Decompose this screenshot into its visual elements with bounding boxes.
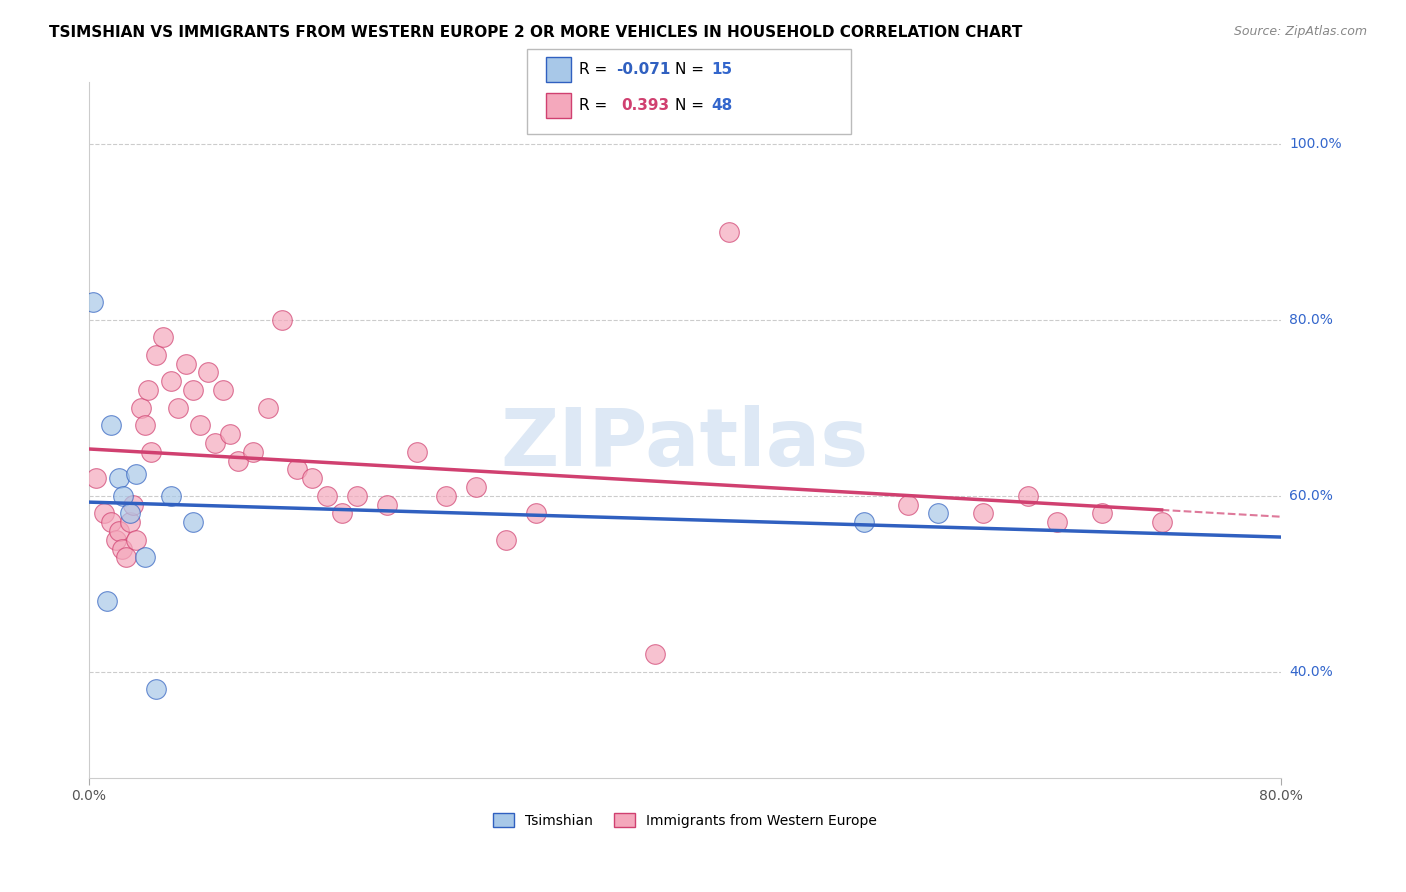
Point (84, 471, 107, 485)
Point (972, 507, 994, 521)
Point (434, 489, 457, 503)
Text: 80.0%: 80.0% (1289, 313, 1333, 326)
Point (120, 515, 142, 529)
Point (167, 401, 190, 415)
Point (100, 515, 122, 529)
Text: R =: R = (579, 62, 613, 78)
Text: 60.0%: 60.0% (1289, 489, 1333, 503)
Point (110, 541, 132, 556)
Legend: Tsimshian, Immigrants from Western Europe: Tsimshian, Immigrants from Western Europ… (488, 807, 882, 833)
Text: ZIPatlas: ZIPatlas (501, 405, 869, 483)
Point (256, 401, 278, 415)
Point (174, 357, 197, 371)
Point (93, 507, 115, 521)
Point (107, 471, 129, 485)
Text: N =: N = (675, 62, 709, 78)
Point (524, 507, 547, 521)
Point (219, 427, 242, 442)
Point (242, 444, 264, 458)
Point (346, 489, 368, 503)
Text: 0.393: 0.393 (621, 98, 669, 113)
Point (1091, 507, 1114, 521)
Text: 40.0%: 40.0% (1289, 665, 1333, 679)
Point (330, 507, 353, 521)
Point (159, 489, 181, 503)
Point (104, 533, 127, 547)
Text: Source: ZipAtlas.com: Source: ZipAtlas.com (1233, 25, 1367, 38)
Point (181, 515, 204, 529)
Point (190, 418, 212, 433)
Text: 48: 48 (711, 98, 733, 113)
Point (375, 498, 398, 512)
Point (211, 383, 233, 397)
Point (405, 444, 427, 458)
Point (226, 453, 249, 467)
Point (141, 444, 163, 458)
Point (82, 295, 104, 310)
Point (465, 480, 488, 494)
Point (145, 348, 167, 362)
Point (159, 374, 181, 388)
Point (204, 436, 226, 450)
Point (495, 533, 517, 547)
Point (718, 225, 741, 239)
Point (644, 647, 666, 661)
Point (285, 462, 308, 476)
Point (152, 330, 174, 344)
Text: 15: 15 (711, 62, 733, 78)
Point (897, 498, 920, 512)
Point (197, 366, 219, 380)
Point (138, 383, 160, 397)
Point (96, 594, 118, 608)
Point (107, 524, 129, 538)
Point (271, 312, 294, 326)
Point (1046, 515, 1069, 529)
Point (181, 383, 204, 397)
Point (100, 418, 122, 433)
Point (316, 489, 339, 503)
Point (122, 498, 145, 512)
Point (125, 467, 148, 481)
Point (927, 507, 949, 521)
Point (852, 515, 875, 529)
Text: R =: R = (579, 98, 617, 113)
Text: TSIMSHIAN VS IMMIGRANTS FROM WESTERN EUROPE 2 OR MORE VEHICLES IN HOUSEHOLD CORR: TSIMSHIAN VS IMMIGRANTS FROM WESTERN EUR… (49, 25, 1022, 40)
Point (1017, 489, 1039, 503)
Point (111, 489, 134, 503)
Point (129, 401, 152, 415)
Point (125, 533, 148, 547)
Text: -0.071: -0.071 (616, 62, 671, 78)
Point (145, 682, 167, 697)
Point (301, 471, 323, 485)
Point (134, 418, 156, 433)
Text: N =: N = (675, 98, 709, 113)
Text: 100.0%: 100.0% (1289, 136, 1341, 151)
Point (115, 550, 138, 565)
Point (120, 507, 142, 521)
Point (134, 550, 156, 565)
Point (1150, 515, 1173, 529)
